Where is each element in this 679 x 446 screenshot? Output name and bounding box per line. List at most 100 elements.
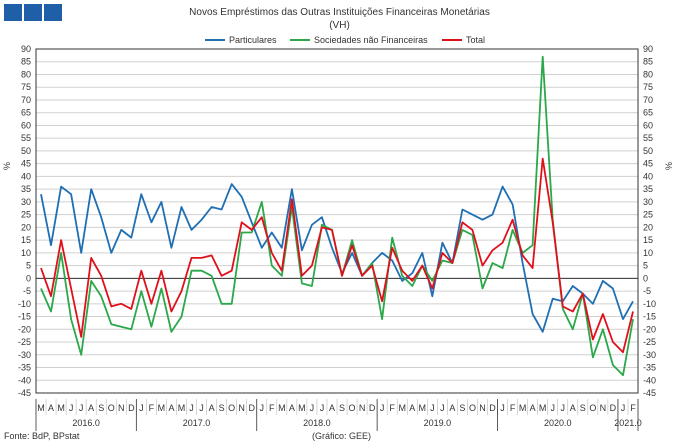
x-tick-label: A (409, 403, 415, 413)
legend-swatch-total (442, 38, 462, 41)
chart-title: Novos Empréstimos das Outras Instituiçõe… (189, 7, 490, 18)
y-tick-label-right: 20 (643, 222, 653, 232)
y-tick-label-left: 45 (21, 159, 31, 169)
y-tick-label-left: -15 (18, 312, 31, 322)
y-tick-label-left: -30 (18, 350, 31, 360)
legend-swatch-sociedades (290, 38, 310, 41)
y-tick-label-left: -10 (18, 299, 31, 309)
y-tick-label-left: 65 (21, 108, 31, 118)
y-tick-label-right: 25 (643, 210, 653, 220)
y-tick-label-right: 55 (643, 133, 653, 143)
y-tick-label-right: 60 (643, 120, 653, 130)
y-tick-label-right: -10 (643, 299, 656, 309)
y-tick-label-right: 15 (643, 235, 653, 245)
y-tick-label-right: 40 (643, 171, 653, 181)
x-tick-label: A (329, 403, 335, 413)
y-tick-label-right: 65 (643, 108, 653, 118)
y-tick-label-left: 30 (21, 197, 31, 207)
x-tick-label: J (79, 403, 84, 413)
x-tick-label: D (610, 403, 617, 413)
y-tick-label-right: -35 (643, 363, 656, 373)
x-tick-label: M (278, 403, 286, 413)
x-tick-label: M (158, 403, 166, 413)
year-label: 2016.0 (72, 418, 100, 428)
x-tick-label: A (168, 403, 174, 413)
x-tick-label: D (489, 403, 496, 413)
y-tick-label-right: 85 (643, 57, 653, 67)
y-tick-label-left: 40 (21, 171, 31, 181)
x-tick-label: J (199, 403, 204, 413)
y-tick-label-left: 85 (21, 57, 31, 67)
y-tick-label-right: -5 (643, 286, 651, 296)
x-tick-label: A (209, 403, 215, 413)
x-tick-label: F (269, 403, 275, 413)
x-tick-label: J (500, 403, 505, 413)
y-tick-label-right: -45 (643, 388, 656, 398)
x-tick-label: O (228, 403, 235, 413)
series-line-particulares (40, 183, 634, 333)
x-tick-label: O (108, 403, 115, 413)
year-label: 2018.0 (303, 418, 331, 428)
y-tick-label-left: 80 (21, 69, 31, 79)
legend-item-particulares: Particulares (205, 35, 277, 45)
year-label: 2017.0 (183, 418, 211, 428)
x-tick-label: N (600, 403, 607, 413)
x-tick-label: F (389, 403, 395, 413)
x-tick-label: A (289, 403, 295, 413)
x-tick-label: F (630, 403, 636, 413)
x-tick-label: N (238, 403, 245, 413)
y-tick-label-left: 15 (21, 235, 31, 245)
legend: Particulares Sociedades não Financeiras … (0, 35, 679, 47)
y-tick-label-right: 30 (643, 197, 653, 207)
y-tick-label-left: -40 (18, 375, 31, 385)
legend-swatch-particulares (205, 38, 225, 41)
x-tick-label: J (430, 403, 435, 413)
x-tick-label: M (419, 403, 427, 413)
y-tick-label-left: 35 (21, 184, 31, 194)
legend-label-total: Total (466, 35, 486, 45)
series-line-total (40, 157, 634, 354)
x-tick-label: S (219, 403, 225, 413)
y-tick-label-right: 50 (643, 146, 653, 156)
y-tick-label-left: 50 (21, 146, 31, 156)
logo-square-2 (24, 4, 42, 21)
legend-item-total: Total (442, 35, 485, 45)
x-tick-label: J (189, 403, 194, 413)
x-tick-label: J (320, 403, 325, 413)
logo-square-1 (4, 4, 22, 21)
source-note: Fonte: BdP, BPstat (4, 431, 80, 441)
x-tick-label: A (48, 403, 54, 413)
y-tick-label-left: 25 (21, 210, 31, 220)
y-tick-label-right: 75 (643, 82, 653, 92)
y-axis-label-right: % (664, 162, 674, 170)
y-tick-label-left: -20 (18, 324, 31, 334)
x-tick-label: S (98, 403, 104, 413)
legend-item-sociedades: Sociedades não Financeiras (290, 35, 428, 45)
y-tick-label-left: 70 (21, 95, 31, 105)
x-tick-label: O (469, 403, 476, 413)
x-tick-label: O (349, 403, 356, 413)
y-tick-label-left: -35 (18, 363, 31, 373)
x-tick-label: F (149, 403, 155, 413)
x-tick-label: M (298, 403, 306, 413)
y-tick-label-left: 20 (21, 222, 31, 232)
plot-frame (35, 48, 639, 394)
x-tick-label: J (440, 403, 445, 413)
x-tick-label: A (530, 403, 536, 413)
y-tick-label-right: 70 (643, 95, 653, 105)
x-tick-label: M (539, 403, 547, 413)
y-tick-label-right: -40 (643, 375, 656, 385)
credit-note: (Gráfico: GEE) (312, 431, 372, 441)
x-tick-label: A (570, 403, 576, 413)
y-tick-label-left: -5 (23, 286, 31, 296)
x-tick-label: S (580, 403, 586, 413)
x-tick-label: S (339, 403, 345, 413)
x-tick-label: M (398, 403, 406, 413)
y-tick-label-left: 75 (21, 82, 31, 92)
x-tick-label: J (561, 403, 566, 413)
y-tick-label-right: 0 (643, 273, 648, 283)
x-tick-label: M (178, 403, 186, 413)
y-tick-label-left: 10 (21, 248, 31, 258)
year-label: 2020.0 (544, 418, 572, 428)
y-tick-label-right: 10 (643, 248, 653, 258)
